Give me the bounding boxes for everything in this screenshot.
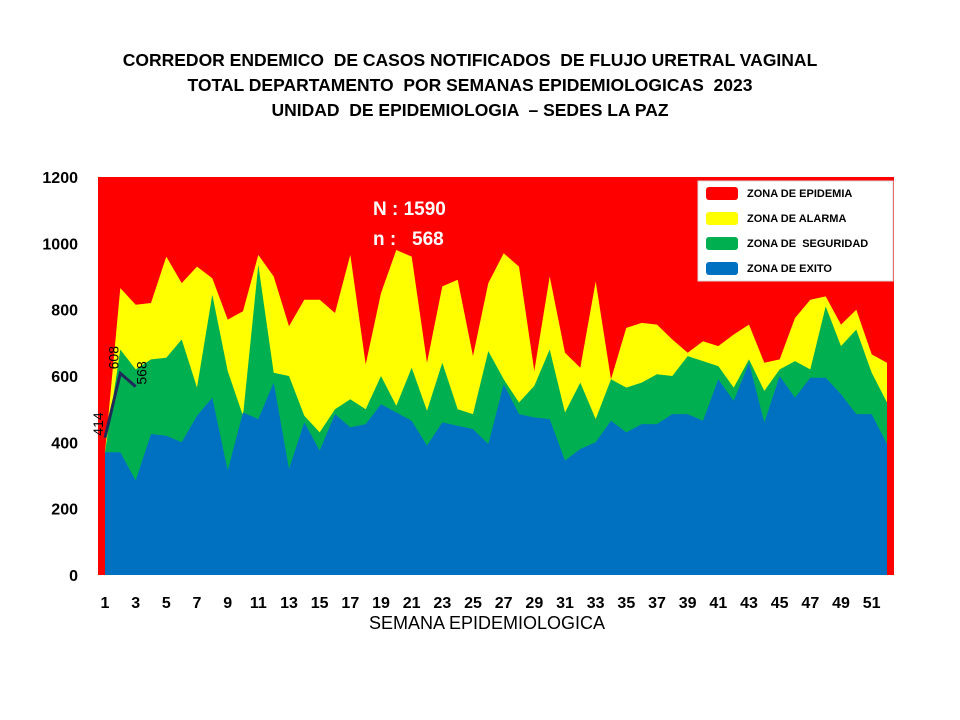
x-tick-label: 51 [863, 595, 881, 612]
y-tick-label: 200 [51, 502, 78, 519]
y-tick-label: 1000 [42, 236, 78, 253]
x-tick-label: 1 [101, 595, 110, 612]
legend-swatch [706, 237, 738, 250]
legend-swatch [706, 187, 738, 200]
cases-data-label: 608 [105, 346, 121, 370]
legend-entry: ZONA DE EPIDEMIA [747, 188, 852, 200]
y-tick-label: 600 [51, 369, 78, 386]
annotations: N : 1590 n : 568 [373, 199, 446, 250]
x-tick-label: 19 [372, 595, 390, 612]
x-tick-label: 39 [679, 595, 697, 612]
cases-line [103, 370, 137, 439]
x-tick-label: 5 [162, 595, 171, 612]
x-tick-label: 33 [587, 595, 605, 612]
legend-entry: ZONA DE ALARMA [747, 213, 846, 225]
x-tick-label: 41 [709, 595, 727, 612]
x-tick-label: 3 [131, 595, 140, 612]
y-tick-label: 1200 [42, 170, 78, 187]
x-tick-label: 43 [740, 595, 758, 612]
x-tick-label: 27 [495, 595, 513, 612]
cases-series: 414 608 568 [90, 346, 150, 439]
zone-area-1 [105, 362, 887, 575]
y-tick-label: 0 [69, 568, 78, 585]
legend-swatch [706, 212, 738, 225]
x-tick-label: 45 [771, 595, 789, 612]
cases-data-label: 414 [90, 412, 106, 436]
x-tick-label: 9 [223, 595, 232, 612]
y-axis: 0 200 400 600 800 1000 1200 [42, 170, 78, 585]
annotation-current: n : 568 [373, 229, 444, 250]
x-axis-label: SEMANA EPIDEMIOLOGICA [369, 613, 605, 633]
x-tick-label: 35 [617, 595, 635, 612]
x-tick-label: 29 [525, 595, 543, 612]
chart-title: CORREDOR ENDEMICO DE CASOS NOTIFICADOS D… [0, 48, 940, 123]
plot-areas [98, 177, 894, 575]
y-tick-label: 800 [51, 303, 78, 320]
x-tick-label: 37 [648, 595, 666, 612]
legend-entry: ZONA DE EXITO [747, 263, 832, 275]
x-tick-label: 23 [433, 595, 451, 612]
x-tick-label: 21 [403, 595, 421, 612]
x-tick-label: 25 [464, 595, 482, 612]
y-tick-label: 400 [51, 435, 78, 452]
annotation-total: N : 1590 [373, 199, 446, 220]
legend-entry: ZONA DE SEGURIDAD [747, 238, 868, 250]
x-tick-label: 17 [341, 595, 359, 612]
x-tick-label: 11 [250, 595, 267, 612]
title-line-2: TOTAL DEPARTAMENTO POR SEMANAS EPIDEMIOL… [187, 75, 753, 95]
x-tick-label: 7 [193, 595, 202, 612]
cases-data-label: 568 [134, 361, 150, 385]
legend: ZONA DE EPIDEMIA ZONA DE ALARMA ZONA DE SE… [697, 180, 894, 282]
x-tick-label: 49 [832, 595, 850, 612]
x-axis: 1 3 5 7 9 11 13 15 17 19 21 23 25 27 29 31 33 35 37 39 41 43 4… [101, 595, 881, 633]
x-tick-label: 31 [556, 595, 574, 612]
x-tick-label: 47 [801, 595, 819, 612]
legend-swatch [706, 262, 738, 275]
title-line-1: CORREDOR ENDEMICO DE CASOS NOTIFICADOS D… [122, 50, 818, 70]
title-line-3: UNIDAD DE EPIDEMIOLOGIA – SEDES LA PAZ [271, 100, 669, 120]
x-tick-label: 15 [311, 595, 329, 612]
x-tick-label: 13 [280, 595, 298, 612]
